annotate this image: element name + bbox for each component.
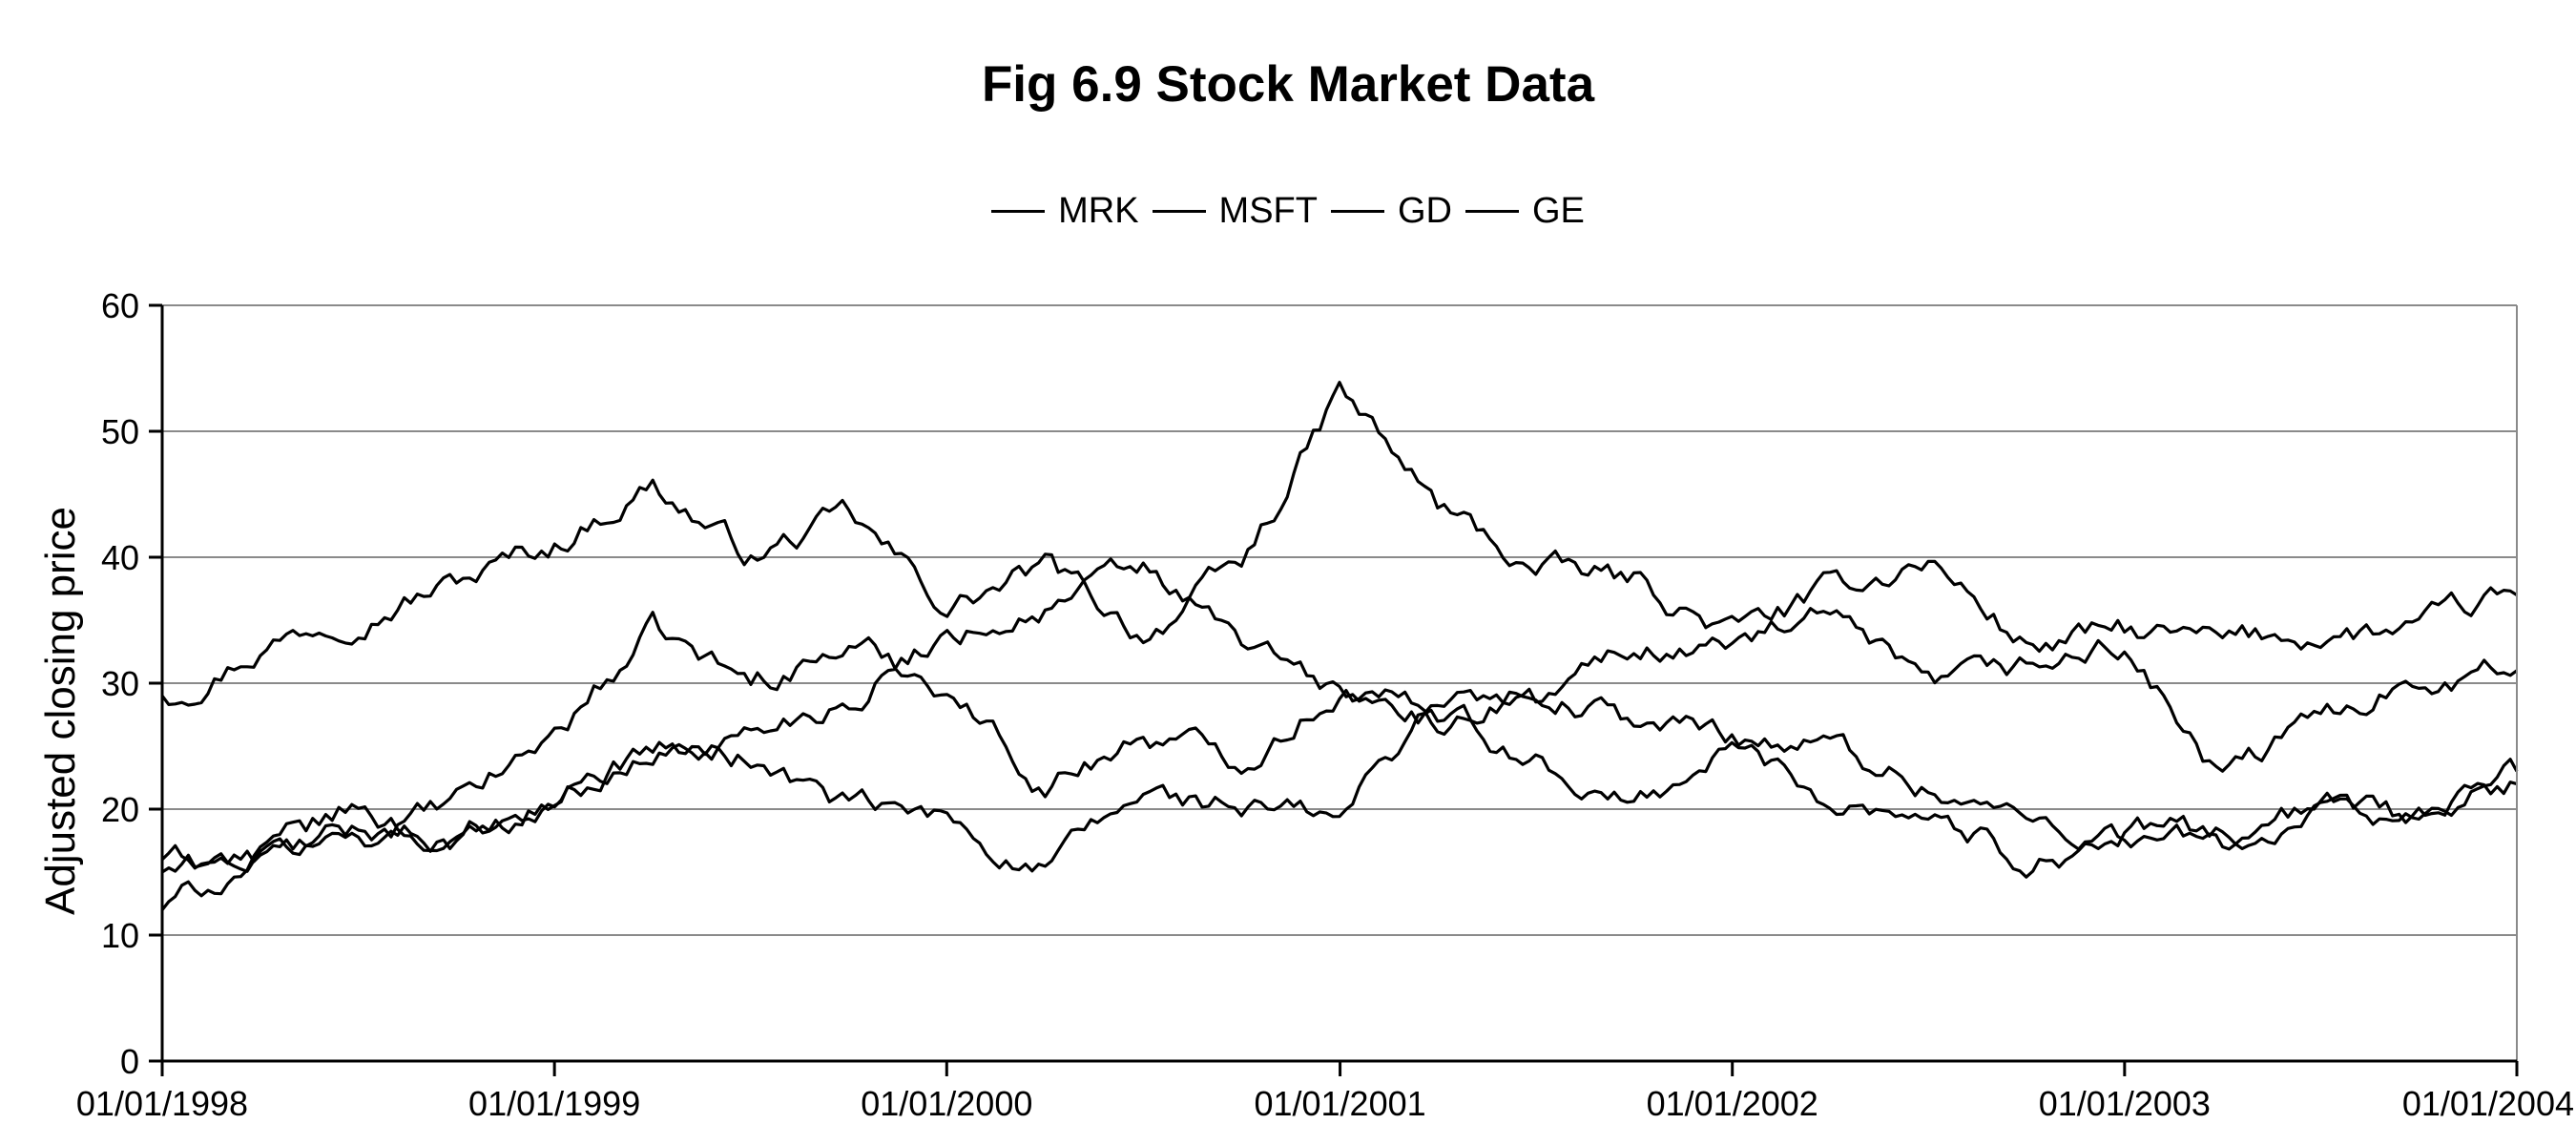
axes: 0 10 20 30 40 50 60 01/01/1998 01/01/1999 01/01/2… <box>76 286 2574 1123</box>
legend-item-gd: GD <box>1330 191 1452 232</box>
legend-line-swatch <box>1330 210 1384 213</box>
legend-label: MRK <box>1058 191 1139 231</box>
y-axis-title: Adjusted closing price <box>37 507 84 915</box>
legend-label: GE <box>1531 191 1585 231</box>
legend-line-swatch <box>1152 210 1206 213</box>
legend-item-msft: MSFT <box>1152 191 1318 232</box>
x-tick-label: 01/01/1998 <box>76 1084 248 1123</box>
legend-item-ge: GE <box>1465 191 1585 232</box>
legend-line-swatch <box>1465 210 1519 213</box>
x-tick-label: 01/01/2000 <box>861 1084 1032 1123</box>
legend-label: GD <box>1397 191 1452 231</box>
y-tick-label: 40 <box>101 538 139 577</box>
x-tick-label: 01/01/2002 <box>1647 1084 1818 1123</box>
gridlines <box>162 304 2517 936</box>
series-line-gd <box>160 607 2518 911</box>
series-lines <box>160 381 2519 911</box>
y-tick-label: 30 <box>101 664 139 703</box>
y-tick-label: 20 <box>101 790 139 829</box>
legend-item-mrk: MRK <box>991 191 1139 232</box>
legend-line-swatch <box>991 210 1046 213</box>
x-tick-label: 01/01/2003 <box>2039 1084 2211 1123</box>
y-tick-label: 50 <box>101 412 139 451</box>
x-tick-label: 01/01/2004 <box>2402 1084 2574 1123</box>
y-tick-label: 10 <box>101 916 139 955</box>
legend-label: MSFT <box>1218 191 1318 231</box>
chart-title: Fig 6.9 Stock Market Data <box>981 56 1595 113</box>
series-line-ge <box>161 557 2519 879</box>
x-tick-label: 01/01/1999 <box>468 1084 640 1123</box>
x-tick-label: 01/01/2001 <box>1254 1084 1425 1123</box>
y-tick-label: 60 <box>101 286 139 325</box>
y-tick-label: 0 <box>120 1042 139 1081</box>
series-line-msft <box>160 611 2518 870</box>
legend: MRK MSFT GD GE <box>0 191 2576 232</box>
series-line-mrk <box>160 381 2518 707</box>
